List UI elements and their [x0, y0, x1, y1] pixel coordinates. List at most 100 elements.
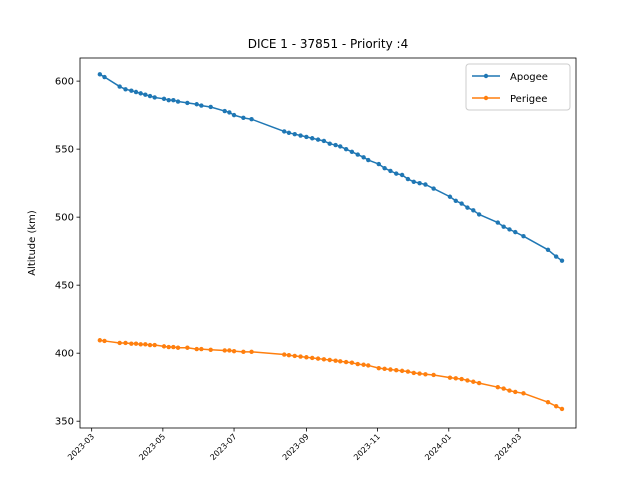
data-point-perigee [382, 366, 387, 372]
plot-frame [79, 57, 577, 429]
data-point-apogee [361, 155, 366, 160]
data-point-perigee [185, 345, 190, 350]
data-point-perigee [292, 353, 297, 359]
legend-label-apogee: Apogee [510, 72, 548, 83]
data-point-perigee [241, 349, 246, 355]
data-point-apogee [171, 97, 176, 103]
data-point-apogee [366, 157, 371, 163]
data-point-perigee [355, 361, 360, 367]
data-point-perigee [447, 375, 453, 380]
data-point-perigee [411, 370, 416, 376]
data-point-apogee [292, 131, 297, 137]
y-tick-label: 550 [55, 145, 74, 156]
data-point-perigee [521, 391, 526, 396]
data-point-perigee [405, 369, 411, 374]
data-point-apogee [405, 176, 411, 182]
data-point-apogee [507, 227, 512, 232]
data-point-perigee [143, 342, 148, 347]
data-point-apogee [208, 104, 213, 110]
data-point-perigee [199, 346, 204, 352]
data-point-apogee [161, 96, 167, 102]
legend: Apogee Perigee [465, 63, 571, 111]
data-point-apogee [382, 165, 387, 171]
data-point-apogee [465, 205, 470, 210]
data-point-apogee [453, 198, 458, 204]
data-point-apogee [286, 130, 292, 136]
data-point-apogee [355, 152, 360, 157]
data-point-apogee [310, 136, 315, 141]
data-point-apogee [282, 129, 287, 134]
data-point-perigee [222, 348, 227, 353]
data-point-perigee [333, 358, 338, 363]
data-point-apogee [102, 74, 107, 80]
data-point-perigee [249, 349, 254, 355]
data-point-apogee [117, 84, 122, 89]
data-point-apogee [143, 92, 148, 97]
legend-marker-perigee [483, 95, 489, 101]
data-point-apogee [147, 93, 153, 99]
data-point-perigee [417, 371, 422, 376]
data-point-apogee [349, 149, 355, 155]
data-point-perigee [315, 356, 321, 361]
data-point-perigee [471, 379, 476, 384]
data-point-perigee [394, 367, 399, 373]
data-point-apogee [298, 133, 303, 138]
data-point-apogee [471, 208, 476, 213]
data-point-apogee [249, 117, 254, 122]
data-point-apogee [447, 194, 453, 199]
data-point-perigee [361, 362, 366, 367]
series-layer [97, 72, 565, 412]
data-point-apogee [559, 258, 565, 263]
data-point-apogee [388, 168, 393, 174]
data-point-perigee [388, 367, 393, 372]
data-point-perigee [304, 355, 309, 360]
data-point-apogee [152, 95, 157, 100]
data-point-apogee [315, 137, 321, 142]
data-point-perigee [152, 342, 157, 348]
data-point-perigee [298, 354, 303, 359]
chart-title: DICE 1 - 37851 - Priority :4 [248, 37, 408, 51]
data-point-perigee [327, 357, 332, 363]
data-point-apogee [133, 89, 139, 95]
data-point-apogee [376, 161, 381, 167]
data-point-perigee [231, 348, 237, 354]
data-point-perigee [194, 346, 199, 352]
data-point-perigee [166, 344, 171, 350]
data-point-apogee [175, 99, 181, 104]
data-point-perigee [545, 399, 551, 405]
data-point-perigee [476, 380, 482, 386]
data-point-perigee [431, 372, 436, 378]
data-point-perigee [349, 360, 355, 365]
plot-background [80, 58, 576, 428]
data-point-apogee [123, 87, 128, 92]
data-point-apogee [185, 100, 190, 106]
data-point-perigee [459, 376, 464, 382]
y-axis-label: Altitude (km) [27, 210, 38, 276]
legend-label-perigee: Perigee [510, 94, 547, 105]
legend-marker-apogee [483, 73, 489, 79]
data-point-apogee [411, 179, 416, 184]
data-point-apogee [431, 186, 436, 191]
data-point-perigee [129, 341, 134, 346]
plot-area [80, 58, 576, 428]
data-point-perigee [399, 368, 405, 374]
data-point-perigee [102, 338, 107, 344]
y-tick-label: 400 [55, 349, 74, 360]
data-point-apogee [343, 146, 349, 152]
data-point-apogee [129, 88, 134, 93]
data-point-perigee [171, 344, 176, 350]
data-point-perigee [286, 353, 292, 358]
data-point-apogee [304, 134, 309, 140]
data-point-apogee [394, 171, 399, 176]
data-point-perigee [513, 389, 518, 395]
data-point-apogee [199, 103, 204, 108]
data-point-apogee [227, 110, 232, 115]
data-point-perigee [495, 384, 501, 390]
data-point-apogee [423, 182, 428, 187]
data-point-perigee [282, 352, 287, 357]
data-point-apogee [399, 172, 405, 178]
data-point-apogee [417, 180, 422, 186]
data-point-perigee [138, 342, 143, 347]
data-point-apogee [459, 201, 464, 206]
